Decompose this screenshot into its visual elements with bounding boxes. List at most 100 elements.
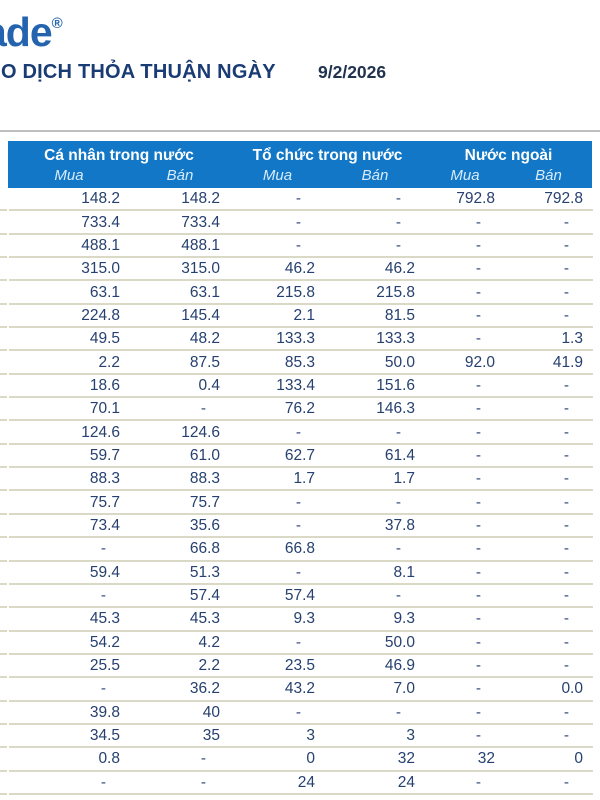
- table-cell: 46.2: [384, 260, 415, 278]
- table-cell: 488.1: [181, 236, 220, 254]
- table-cell: 1.3: [561, 330, 583, 348]
- table-cell: -: [295, 633, 301, 651]
- table-cell: 224.8: [81, 306, 120, 324]
- table-cell: -: [475, 703, 481, 721]
- table-cell: -: [563, 727, 569, 745]
- table-cell: -: [475, 773, 481, 791]
- table-cell: -: [475, 470, 481, 488]
- subheader-sell-individuals: Bán: [166, 167, 194, 184]
- table-cell: 24: [297, 773, 315, 791]
- table-cell: 63.1: [189, 283, 220, 301]
- table-cell: -: [295, 190, 301, 208]
- table-cell: -: [475, 633, 481, 651]
- table-row: - 36.2 43.2 7.0 - 0.0: [0, 678, 593, 702]
- table-row: 488.1 488.1 - - - -: [0, 235, 593, 259]
- table-cell: -: [475, 493, 481, 511]
- section-divider: [0, 130, 600, 132]
- table-cell: -: [395, 236, 401, 254]
- column-group-domestic-individuals: Cá nhân trong nước: [44, 146, 194, 164]
- table-cell: 66.8: [189, 540, 220, 558]
- table-row: 73.4 35.6 - 37.8 - -: [0, 515, 593, 539]
- table-row: 39.8 40 - - - -: [0, 702, 593, 725]
- table-cell: 48.2: [189, 330, 220, 348]
- table-cell: 87.5: [189, 353, 220, 371]
- table-header: Cá nhân trong nước Tổ chức trong nước Nư…: [8, 141, 592, 188]
- table-cell: 315.0: [181, 260, 220, 278]
- table-cell: 36.2: [189, 680, 220, 698]
- table-row: 0.8 - 0 32 32 0: [0, 748, 593, 772]
- table-cell: -: [475, 376, 481, 394]
- table-row: 63.1 63.1 215.8 215.8 - -: [0, 281, 593, 305]
- table-cell: 59.7: [89, 446, 120, 464]
- table-cell: 46.9: [384, 657, 415, 675]
- column-group-foreign: Nước ngoài: [464, 146, 553, 164]
- table-row: 224.8 145.4 2.1 81.5 - -: [0, 305, 593, 329]
- table-cell: -: [295, 423, 301, 441]
- table-cell: 57.4: [189, 587, 220, 605]
- subheader-buy-individuals: Mua: [54, 167, 84, 184]
- table-cell: 133.3: [376, 330, 415, 348]
- table-cell: -: [475, 657, 481, 675]
- table-cell: -: [475, 330, 481, 348]
- table-cell: -: [200, 400, 206, 418]
- table-cell: 63.1: [89, 283, 120, 301]
- table-row: 49.5 48.2 133.3 133.3 - 1.3: [0, 328, 593, 352]
- table-cell: -: [563, 610, 569, 628]
- table-cell: -: [563, 446, 569, 464]
- table-cell: -: [475, 260, 481, 278]
- table-cell: 51.3: [189, 563, 220, 581]
- table-row: 124.6 124.6 - - - -: [0, 421, 593, 445]
- table-cell: 215.8: [376, 283, 415, 301]
- table-cell: 1.7: [293, 470, 315, 488]
- table-cell: -: [563, 376, 569, 394]
- subheader-sell-organizations: Bán: [361, 167, 389, 184]
- left-column-gap: [7, 188, 9, 796]
- table-cell: -: [563, 703, 569, 721]
- table-cell: -: [475, 727, 481, 745]
- table-row: 25.5 2.2 23.5 46.9 - -: [0, 655, 593, 679]
- table-cell: -: [563, 587, 569, 605]
- table-cell: 9.3: [393, 610, 415, 628]
- table-cell: -: [395, 493, 401, 511]
- table-row: 18.6 0.4 133.4 151.6 - -: [0, 375, 593, 399]
- table-row: - 66.8 66.8 - - -: [0, 538, 593, 562]
- table-cell: 34.5: [89, 727, 120, 745]
- table-cell: 62.7: [284, 446, 315, 464]
- table-cell: -: [475, 236, 481, 254]
- table-cell: 145.4: [181, 306, 220, 324]
- table-cell: -: [563, 516, 569, 534]
- report-date: 9/2/2026: [318, 62, 387, 82]
- table-cell: 792.8: [544, 190, 583, 208]
- table-cell: 45.3: [189, 610, 220, 628]
- table-cell: -: [100, 540, 106, 558]
- table-cell: 43.2: [284, 680, 315, 698]
- table-cell: 2.2: [198, 657, 220, 675]
- table-row: 148.2 148.2 - - 792.8 792.8: [0, 188, 593, 212]
- table-cell: 18.6: [89, 376, 120, 394]
- table-row: 733.4 733.4 - - - -: [0, 211, 593, 235]
- table-cell: 73.4: [89, 516, 120, 534]
- table-cell: 151.6: [376, 376, 415, 394]
- table-cell: -: [395, 587, 401, 605]
- table-cell: -: [563, 540, 569, 558]
- table-cell: 61.0: [189, 446, 220, 464]
- table-cell: 35.6: [189, 516, 220, 534]
- table-cell: -: [563, 773, 569, 791]
- table-cell: 148.2: [81, 190, 120, 208]
- table-cell: -: [563, 213, 569, 231]
- table-cell: -: [475, 446, 481, 464]
- table-cell: 39.8: [89, 703, 120, 721]
- table-cell: 8.1: [393, 563, 415, 581]
- table-cell: 45.3: [89, 610, 120, 628]
- table-cell: -: [475, 306, 481, 324]
- subheader-buy-foreign: Mua: [450, 167, 480, 184]
- table-row: 2.2 87.5 85.3 50.0 92.0 41.9: [0, 351, 593, 375]
- table-cell: -: [395, 213, 401, 231]
- table-cell: -: [395, 423, 401, 441]
- table-cell: -: [563, 657, 569, 675]
- table-row: - - 24 24 - -: [0, 772, 593, 795]
- table-cell: -: [395, 190, 401, 208]
- table-cell: 54.2: [89, 633, 120, 651]
- table-cell: 81.5: [384, 306, 415, 324]
- subheader-buy-organizations: Mua: [262, 167, 293, 184]
